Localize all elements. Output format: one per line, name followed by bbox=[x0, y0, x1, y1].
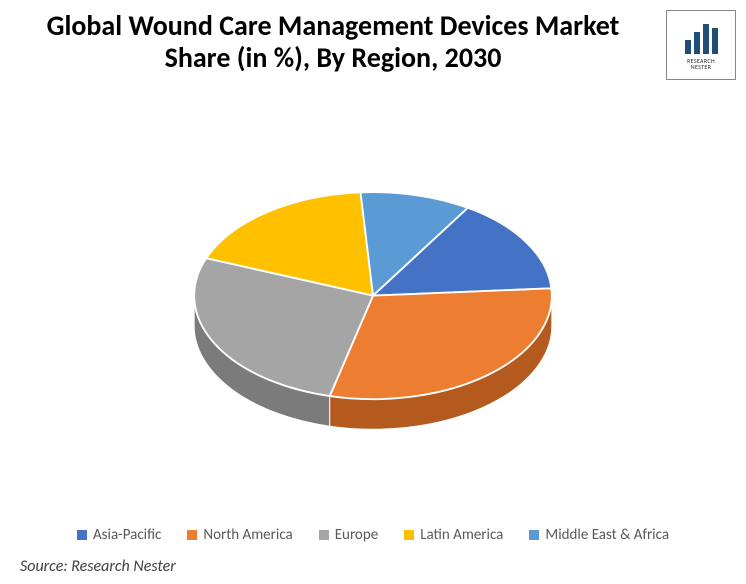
legend-label: North America bbox=[203, 526, 292, 544]
pie-chart-svg bbox=[143, 145, 603, 465]
legend-swatch bbox=[319, 530, 329, 540]
legend-item: Europe bbox=[319, 526, 378, 544]
logo-bars bbox=[685, 20, 718, 54]
legend-label: Europe bbox=[335, 526, 378, 544]
logo-bar-3 bbox=[703, 24, 709, 54]
logo-text: RESEARCH NESTER bbox=[687, 58, 715, 70]
legend-item: North America bbox=[187, 526, 292, 544]
legend-swatch bbox=[529, 530, 539, 540]
legend-swatch bbox=[404, 530, 414, 540]
chart-title: Global Wound Care Management Devices Mar… bbox=[20, 10, 646, 74]
pie-chart-area bbox=[0, 120, 746, 490]
legend-item: Middle East & Africa bbox=[529, 526, 669, 544]
logo-bar-4 bbox=[712, 28, 718, 54]
chart-container: Global Wound Care Management Devices Mar… bbox=[0, 0, 746, 584]
chart-legend: Asia-Pacific North America Europe Latin Ame… bbox=[0, 526, 746, 544]
legend-swatch bbox=[77, 530, 87, 540]
legend-item: Latin America bbox=[404, 526, 503, 544]
legend-label: Latin America bbox=[420, 526, 503, 544]
legend-swatch bbox=[187, 530, 197, 540]
logo-bar-2 bbox=[694, 32, 700, 54]
pie-top-layer bbox=[194, 192, 552, 399]
brand-logo: RESEARCH NESTER bbox=[666, 10, 736, 80]
legend-label: Asia-Pacific bbox=[93, 526, 161, 544]
legend-item: Asia-Pacific bbox=[77, 526, 161, 544]
legend-label: Middle East & Africa bbox=[545, 526, 669, 544]
chart-source: Source: Research Nester bbox=[20, 557, 176, 576]
logo-bar-1 bbox=[685, 40, 691, 54]
